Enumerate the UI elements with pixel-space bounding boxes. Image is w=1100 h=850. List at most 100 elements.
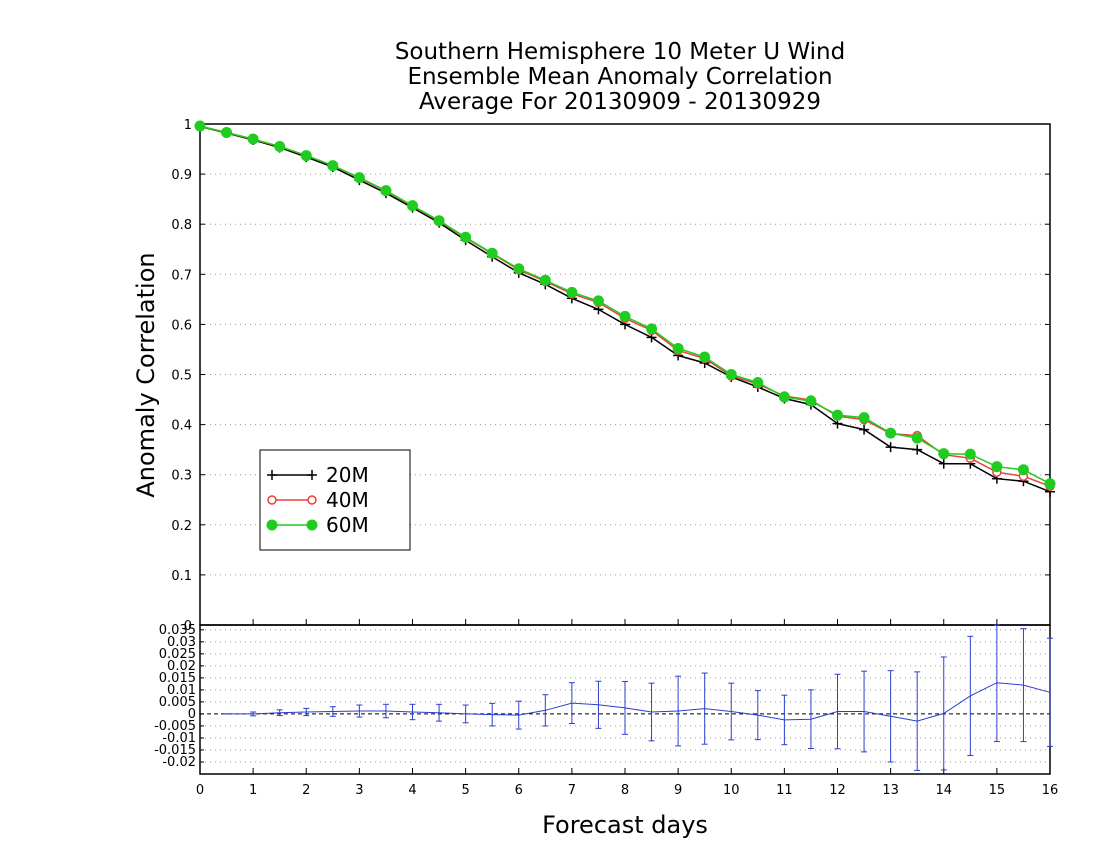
data-point-60m	[752, 377, 764, 389]
x-tick-label: 5	[461, 783, 469, 798]
diff-error-bar	[356, 704, 363, 718]
legend-entry-20m: 20M	[267, 463, 369, 487]
chart-subtitle-date-range: Average For 20130909 - 20130929	[419, 89, 821, 115]
series-line-40m	[199, 125, 1051, 487]
x-tick-label: 7	[568, 783, 576, 798]
diff-error-bar	[834, 673, 841, 750]
diff-y-tick-label: 0.03	[167, 635, 196, 650]
series-20m	[195, 121, 1055, 497]
x-tick-label: 9	[674, 783, 682, 798]
y-tick-label: 1	[184, 118, 192, 133]
data-point-60m	[221, 127, 233, 139]
data-point-60m	[699, 351, 711, 363]
data-point-60m	[306, 519, 318, 531]
x-tick-label: 11	[776, 783, 793, 798]
data-point-20m	[938, 458, 949, 469]
data-point-40m	[267, 495, 277, 505]
legend-entry-60m: 60M	[266, 513, 369, 537]
data-point-60m	[858, 412, 870, 424]
series-line-60m	[199, 125, 1051, 485]
data-point-60m	[1044, 478, 1056, 490]
diff-error-bar	[489, 702, 496, 727]
x-tick-label: 1	[249, 783, 257, 798]
data-point-60m	[274, 141, 286, 153]
diff-error-bar	[329, 706, 336, 717]
y-tick-label: 0.1	[171, 569, 192, 584]
data-point-60m	[672, 342, 684, 354]
data-point-60m	[327, 160, 339, 172]
data-point-60m	[964, 448, 976, 460]
x-tick-label: 4	[408, 783, 416, 798]
diff-y-tick-label: -0.01	[162, 731, 196, 746]
data-point-60m	[380, 185, 392, 197]
diff-error-bar	[1047, 637, 1053, 747]
diff-y-tick-label: 0	[188, 707, 196, 722]
data-point-20m	[859, 424, 870, 435]
diff-error-bar	[1020, 628, 1027, 743]
data-point-60m	[938, 448, 950, 460]
x-tick-label: 10	[723, 783, 740, 798]
y-tick-label: 0.9	[171, 168, 192, 183]
x-tick-label: 12	[829, 783, 846, 798]
legend-entry-40m: 40M	[267, 488, 369, 512]
series-60m	[194, 120, 1056, 490]
series-40m	[195, 121, 1055, 491]
data-point-60m	[566, 286, 578, 298]
diff-series-layer	[223, 624, 1053, 771]
data-point-20m	[885, 442, 896, 453]
x-tick-label: 8	[621, 783, 629, 798]
diff-error-bar	[861, 670, 868, 753]
diff-error-bar	[409, 703, 416, 721]
data-point-60m	[725, 369, 737, 380]
y-tick-label: 0	[184, 619, 192, 634]
y-tick-label: 0.6	[171, 318, 192, 333]
x-tick-label: 14	[935, 783, 952, 798]
diff-error-bar	[967, 635, 974, 756]
data-point-60m	[300, 150, 312, 162]
diff-y-tick-label: 0.02	[167, 659, 196, 674]
y-tick-label: 0.3	[171, 469, 192, 484]
data-point-60m	[778, 391, 790, 403]
diff-y-tick-label: 0.005	[159, 695, 196, 710]
data-point-60m	[486, 247, 498, 259]
data-point-60m	[911, 432, 923, 444]
x-tick-label: 0	[196, 783, 204, 798]
data-point-60m	[1017, 464, 1029, 476]
diff-error-bar	[648, 682, 655, 742]
y-axis-label: Anomaly Correlation	[132, 252, 160, 497]
diff-y-tick-label: 0.025	[159, 647, 196, 662]
diff-y-tick-label: -0.02	[162, 755, 196, 770]
data-point-60m	[247, 133, 259, 145]
x-tick-label: 3	[355, 783, 363, 798]
data-point-60m	[592, 295, 604, 307]
diff-error-bar	[250, 711, 257, 717]
data-point-60m	[460, 231, 472, 243]
diff-error-bar	[622, 680, 628, 735]
x-axis-label: Forecast days	[542, 811, 708, 839]
y-tick-label: 0.5	[171, 369, 192, 384]
series-layer	[194, 120, 1056, 497]
diff-error-bar	[887, 670, 894, 763]
diff-y-tick-label: -0.005	[154, 719, 196, 734]
diff-error-bar	[542, 694, 549, 727]
diff-y-tick-label: 0.035	[159, 623, 196, 638]
diff-mean-line	[226, 682, 1051, 722]
data-point-60m	[885, 427, 897, 439]
diff-y-tick-label: 0.01	[167, 683, 196, 698]
chart-title: Southern Hemisphere 10 Meter U Wind	[395, 39, 845, 65]
chart-titles: Southern Hemisphere 10 Meter U Wind Ense…	[395, 39, 845, 115]
diff-y-axis-ticks: 0.0350.030.0250.020.0150.010.0050-0.005-…	[154, 623, 204, 770]
y-axis-ticks: 0 0.1 0.2 0.3 0.4 0.5 0.6 0.7 0.8 0.9 1	[171, 118, 1050, 634]
diff-y-tick-label: -0.015	[154, 743, 196, 758]
diff-error-bar	[436, 703, 443, 722]
data-point-60m	[266, 519, 278, 531]
diff-error-bar	[914, 671, 921, 771]
diff-error-bar	[781, 694, 788, 746]
data-point-20m	[267, 470, 277, 480]
diff-error-bar	[807, 689, 814, 750]
diff-error-bar	[276, 709, 283, 717]
data-point-60m	[433, 215, 445, 227]
diff-error-bar	[382, 703, 389, 719]
diff-error-bar	[993, 624, 1000, 743]
diff-error-bar	[754, 690, 761, 741]
